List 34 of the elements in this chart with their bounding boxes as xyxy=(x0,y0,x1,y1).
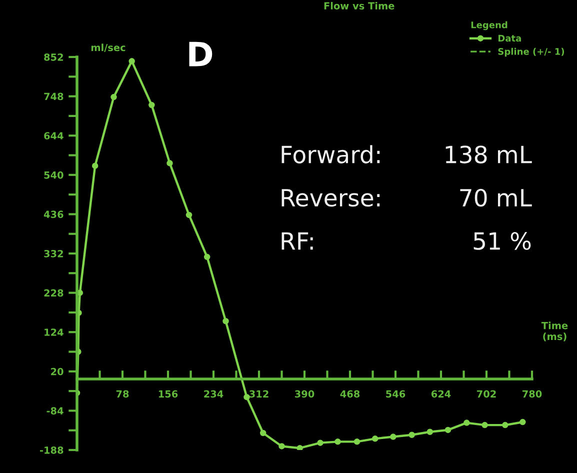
y-axis-title: ml/sec xyxy=(91,44,126,52)
y-tick-label: 332 xyxy=(44,250,63,258)
y-tick-label: -84 xyxy=(46,407,64,415)
y-tick-label: 748 xyxy=(44,92,64,100)
x-axis-title: Time (ms) xyxy=(541,322,568,342)
x-tick-label: 78 xyxy=(116,390,129,398)
y-tick-label: 436 xyxy=(44,210,64,218)
x-tick-label: 780 xyxy=(522,390,542,398)
legend-label: Data xyxy=(498,34,521,42)
x-tick-label: 702 xyxy=(477,390,496,398)
y-tick-label: -188 xyxy=(40,446,64,454)
x-tick-label: 624 xyxy=(431,390,451,398)
x-tick-label: 312 xyxy=(250,390,268,398)
annotation: Reverse: xyxy=(282,189,380,207)
y-tick-label: 124 xyxy=(44,328,64,336)
legend-title: Legend xyxy=(471,21,508,30)
y-tick-label: 852 xyxy=(44,53,63,61)
annotation: 51 % xyxy=(474,232,531,250)
annotation: RF: xyxy=(282,232,313,250)
annotation: 70 mL xyxy=(460,188,532,207)
y-tick-label: 20 xyxy=(51,368,64,376)
annotation: Forward: xyxy=(282,145,380,164)
x-tick-label: 546 xyxy=(386,390,406,398)
x-tick-label: 390 xyxy=(295,390,314,398)
x-tick-label: 234 xyxy=(204,390,224,398)
y-tick-label: 228 xyxy=(44,289,64,297)
y-tick-label: 540 xyxy=(44,171,64,179)
x-tick-label: 156 xyxy=(158,390,178,398)
y-tick-label: 644 xyxy=(44,132,64,140)
x-tick-label: 468 xyxy=(340,390,360,398)
annotation: D xyxy=(189,42,212,66)
text: Spline (+/- 1) xyxy=(498,48,564,57)
chart-title: Flow vs Time xyxy=(324,2,394,10)
annotation: 138 mL xyxy=(446,146,532,164)
